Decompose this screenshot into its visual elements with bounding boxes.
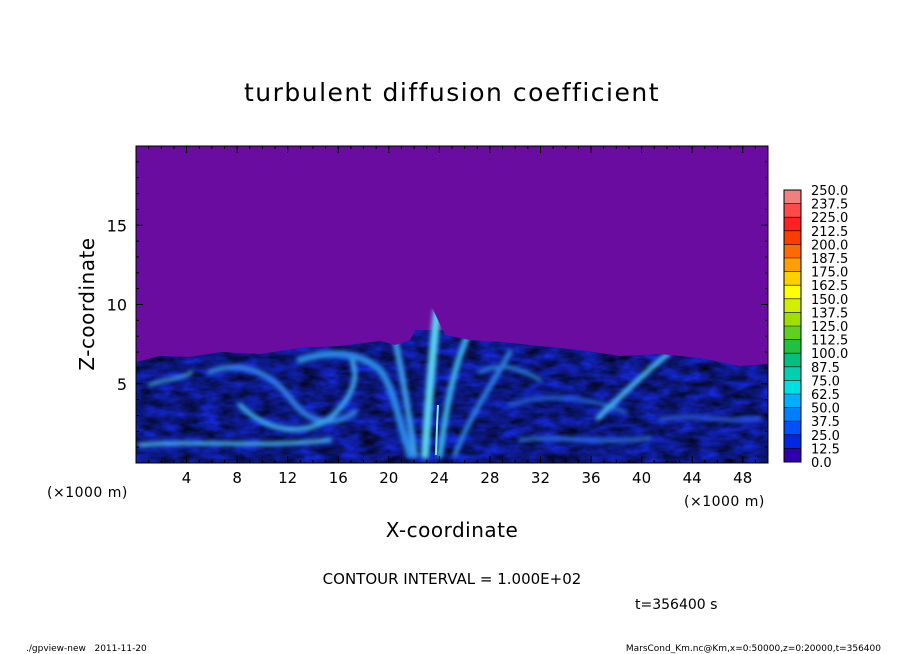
colorbar: 250.0237.5225.0212.5200.0187.5175.0162.5… <box>783 184 848 471</box>
colorbar-label: 37.5 <box>811 415 840 430</box>
colorbar-label: 250.0 <box>811 184 848 199</box>
colorbar-label: 0.0 <box>811 456 832 471</box>
plot-area <box>135 145 769 464</box>
colorbar-label: 112.5 <box>811 334 848 349</box>
colorbar-label: 12.5 <box>811 442 840 457</box>
footer-right: MarsCond_Km.nc@Km,x=0:50000,z=0:20000,t=… <box>626 644 881 654</box>
x-tick-label: 40 <box>632 469 651 487</box>
colorbar-label: 200.0 <box>811 238 848 253</box>
colorbar-swatch <box>784 326 801 340</box>
colorbar-swatch <box>784 421 801 435</box>
x-unit-right: (×1000 m) <box>684 494 765 510</box>
colorbar-swatch <box>784 448 801 462</box>
colorbar-label: 87.5 <box>811 361 840 376</box>
chart-title: turbulent diffusion coefficient <box>244 78 660 107</box>
axis-ticks <box>136 146 768 463</box>
y-tick-label: 10 <box>107 296 127 315</box>
colorbar-label: 187.5 <box>811 252 848 267</box>
colorbar-label: 150.0 <box>811 293 848 308</box>
time-label: t=356400 s <box>635 597 717 613</box>
contour-interval: CONTOUR INTERVAL = 1.000E+02 <box>323 570 582 588</box>
colorbar-swatch <box>784 394 801 408</box>
colorbar-swatch <box>784 380 801 394</box>
colorbar-label: 237.5 <box>811 198 848 213</box>
colorbar-label: 50.0 <box>811 402 840 417</box>
x-tick-label: 32 <box>531 469 550 487</box>
colorbar-swatch <box>784 298 801 313</box>
colorbar-swatch <box>784 258 801 272</box>
colorbar-swatch <box>784 339 801 354</box>
footer-left: ./gpview-new 2011-11-20 <box>26 644 147 654</box>
colorbar-label: 100.0 <box>811 347 848 362</box>
colorbar-swatch <box>784 217 801 231</box>
colorbar-label: 225.0 <box>811 211 848 226</box>
colorbar-label: 125.0 <box>811 320 848 335</box>
colorbar-swatch <box>784 434 801 449</box>
colorbar-label: 62.5 <box>811 388 840 403</box>
colorbar-swatch <box>784 271 801 286</box>
colorbar-swatch <box>784 244 801 258</box>
x-tick-label: 36 <box>581 469 600 487</box>
x-tick-labels: 4 8 12 16 20 24 28 32 36 40 44 48 <box>182 469 752 487</box>
colorbar-label: 137.5 <box>811 306 848 321</box>
x-unit-left: (×1000 m) <box>47 485 128 501</box>
colorbar-swatch <box>784 190 801 204</box>
y-axis-label: Z-coordinate <box>75 237 99 370</box>
colorbar-label: 212.5 <box>811 225 848 240</box>
x-tick-label: 20 <box>379 469 398 487</box>
colorbar-swatch <box>784 312 801 326</box>
x-axis-label: X-coordinate <box>386 518 519 542</box>
colorbar-swatch <box>784 407 801 422</box>
colorbar-label: 75.0 <box>811 374 840 389</box>
colorbar-swatch <box>784 230 801 245</box>
y-tick-label: 15 <box>107 216 127 235</box>
colorbar-swatch <box>784 353 801 367</box>
y-tick-label: 5 <box>117 375 127 394</box>
x-tick-label: 44 <box>683 469 702 487</box>
colorbar-label: 175.0 <box>811 266 848 281</box>
colorbar-label: 162.5 <box>811 279 848 294</box>
y-tick-labels: 5 10 15 <box>107 216 127 394</box>
colorbar-swatch <box>784 285 801 299</box>
x-tick-label: 12 <box>278 469 297 487</box>
x-tick-label: 48 <box>733 469 752 487</box>
x-tick-label: 8 <box>232 469 242 487</box>
x-tick-label: 24 <box>430 469 449 487</box>
colorbar-label: 25.0 <box>811 429 840 444</box>
colorbar-swatch <box>784 203 801 218</box>
x-tick-label: 28 <box>480 469 499 487</box>
x-tick-label: 4 <box>182 469 192 487</box>
x-tick-label: 16 <box>329 469 348 487</box>
colorbar-swatch <box>784 366 801 381</box>
